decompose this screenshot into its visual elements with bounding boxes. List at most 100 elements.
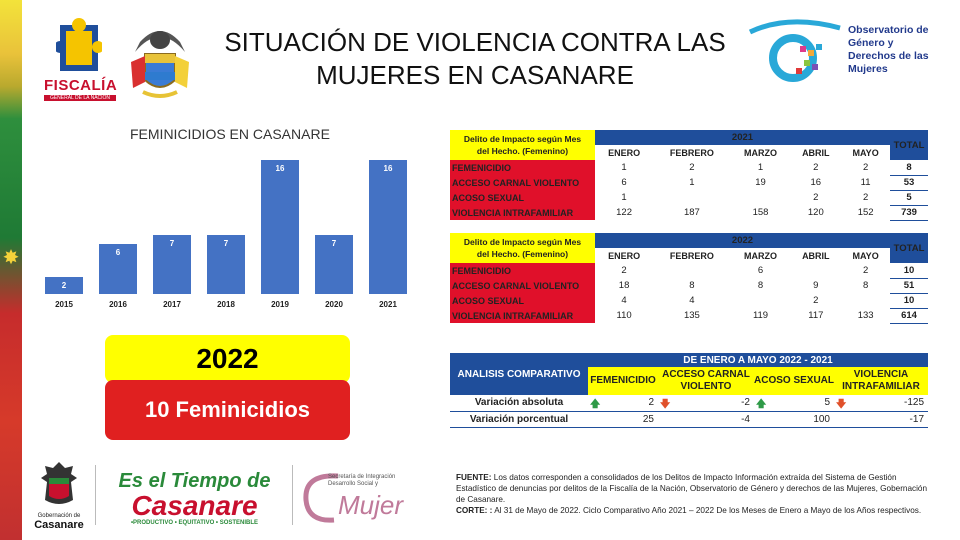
comparative-period: DE ENERO A MAYO 2022 - 2021 <box>588 353 928 367</box>
secretaria-line: Secretaría de Integración <box>328 474 396 480</box>
tiempo-sub: •PRODUCTIVO • EQUITATIVO • SOSTENIBLE <box>130 520 259 526</box>
corte-note: CORTE: : Al 31 de Mayo de 2022. Ciclo Co… <box>456 505 934 516</box>
month-header: ABRIL <box>802 147 830 158</box>
row-label: ACCESO CARNAL VIOLENTO <box>450 175 595 190</box>
bar-2020 <box>315 235 353 294</box>
table-row: FEMENICIDIO 1 2 1 2 2 8 <box>450 160 928 176</box>
month-header: ENERO <box>608 147 641 158</box>
table-cell: 187 <box>683 207 700 218</box>
bar-2019 <box>261 160 299 294</box>
row-total: 614 <box>890 308 928 324</box>
abs-value-cell: 🡇 -2 <box>658 395 754 411</box>
row-label: ACOSO SEXUAL <box>450 293 595 308</box>
row-total: 5 <box>890 190 928 206</box>
star-icon: ✸ <box>2 247 20 269</box>
secretaria-line: Desarrollo Social y <box>328 481 379 487</box>
table-cell: 110 <box>616 310 632 321</box>
comparative-title: ANALISIS COMPARATIVO <box>450 353 588 395</box>
table-cell: 1 <box>757 162 764 173</box>
month-header: MAYO <box>852 250 879 261</box>
corte-label: CORTE: : <box>456 506 493 515</box>
table-2021: Delito de Impacto según Mes del Hecho. (… <box>450 130 928 221</box>
cmp-col-header: VIOLENCIA INTRAFAMILIAR <box>834 367 928 395</box>
table-cell: 19 <box>755 177 766 188</box>
month-header: FEBRERO <box>669 250 714 261</box>
table-cell <box>790 263 841 278</box>
abs-value: -2 <box>741 397 750 409</box>
arrow-up-icon: 🡅 <box>756 399 767 411</box>
table-row: FEMENICIDIO 2 6 2 10 <box>450 263 928 279</box>
bar-value-label: 7 <box>223 239 229 249</box>
bar-2021 <box>369 160 407 294</box>
month-header: ABRIL <box>802 250 830 261</box>
table-cell: 6 <box>621 177 627 188</box>
pct-value: -4 <box>741 413 750 425</box>
table-cell: 6 <box>757 265 764 276</box>
cmp-col-header: ACOSO SEXUAL <box>754 367 834 395</box>
table-cell: 9 <box>813 280 819 291</box>
abs-value-cell: 🡇 -125 <box>834 395 928 411</box>
comparative-table: ANALISIS COMPARATIVO DE ENERO A MAYO 202… <box>450 353 928 428</box>
x-tick-label: 2021 <box>379 300 397 309</box>
table-cell: 133 <box>857 310 874 321</box>
arrow-down-icon: 🡇 <box>836 399 847 411</box>
row-total: 51 <box>890 278 928 294</box>
abs-value-cell: 🡅 2 <box>588 395 658 411</box>
table-cell: 1 <box>621 192 627 203</box>
bar-2015 <box>45 277 83 294</box>
divider <box>292 465 293 525</box>
bar-value-label: 6 <box>115 247 121 257</box>
bar-value-label: 16 <box>275 164 285 173</box>
total-header: TOTAL <box>890 233 928 263</box>
bar-value-label: 2 <box>61 281 67 291</box>
table-cell: 158 <box>752 207 769 218</box>
bar-value-label: 16 <box>383 164 393 173</box>
row-total: 739 <box>890 205 928 221</box>
table-cell: 1 <box>621 162 627 173</box>
divider <box>95 465 96 525</box>
months-row: ENERO FEBRERO MARZO ABRIL MAYO <box>450 248 928 263</box>
month-header: MARZO <box>744 250 778 261</box>
table-cell: 2 <box>862 192 869 203</box>
abs-value: -125 <box>903 397 924 409</box>
month-header: MAYO <box>852 147 879 158</box>
observatorio-line: Observatorio de <box>848 24 929 36</box>
table-cell: 18 <box>618 280 630 291</box>
casanare-shield-icon <box>41 462 77 504</box>
footnote: FUENTE: Los datos corresponden a consoli… <box>456 472 934 516</box>
observatorio-line: Mujeres <box>848 63 888 75</box>
table-row: ACCESO CARNAL VIOLENTO 18 8 8 9 8 51 <box>450 278 928 294</box>
table-cell: 16 <box>810 177 822 188</box>
table-cell: 2 <box>689 162 695 173</box>
header-label-line: Delito de Impacto según Mes <box>463 237 582 247</box>
bar-2016 <box>99 243 137 294</box>
title-line1: SITUACIÓN DE VIOLENCIA CONTRA LAS <box>224 27 726 57</box>
month-header: ENERO <box>608 250 641 261</box>
gobernacion-logo: Gobernación de Casanare <box>28 460 90 535</box>
pct-value: 100 <box>813 413 830 425</box>
title-line2: MUJERES EN CASANARE <box>316 60 634 90</box>
observatorio-icon <box>748 19 841 82</box>
months-row: ENERO FEBRERO MARZO ABRIL MAYO <box>450 145 928 160</box>
fuente-text: Los datos corresponden a consolidados de… <box>456 473 928 504</box>
x-tick-label: 2017 <box>163 300 181 309</box>
observatorio-text: Observatorio de Género y Derechos de las… <box>848 24 929 76</box>
table-cell: 135 <box>683 310 700 321</box>
table-header-label: Delito de Impacto según Mes del Hecho. (… <box>450 130 595 160</box>
bar-value-label: 7 <box>169 239 175 249</box>
mujer-swirl-icon <box>303 473 339 523</box>
bar-2017 <box>153 235 191 294</box>
table-cell: 2 <box>813 162 819 173</box>
table-row: ACOSO SEXUAL 1 2 2 5 <box>450 190 928 206</box>
table-cell: 8 <box>689 280 695 291</box>
arrow-down-icon: 🡇 <box>660 399 671 411</box>
x-tick-label: 2018 <box>217 300 235 309</box>
abs-label: Variación absoluta <box>474 397 564 409</box>
table-cell: 119 <box>752 310 769 321</box>
pct-value: 25 <box>642 413 654 425</box>
tiempo-casanare-logo: Es el Tiempo de Casanare •PRODUCTIVO • E… <box>102 470 287 530</box>
row-label: FEMENICIDIO <box>450 160 595 175</box>
fiscalia-text: FISCALÍA <box>44 77 118 94</box>
fuente-note: FUENTE: Los datos corresponden a consoli… <box>456 472 934 505</box>
observatorio-line: Género y <box>848 37 894 49</box>
